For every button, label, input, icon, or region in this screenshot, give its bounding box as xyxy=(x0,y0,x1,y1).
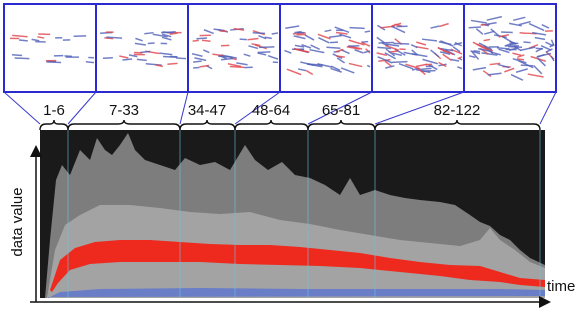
stroke xyxy=(349,28,364,29)
stroke xyxy=(86,62,94,63)
stroke xyxy=(176,58,186,59)
stroke xyxy=(46,62,61,63)
stroke xyxy=(240,39,247,40)
thumbnail-bg xyxy=(4,4,96,92)
range-label: 48-64 xyxy=(252,102,290,119)
stroke xyxy=(393,43,409,44)
stroke xyxy=(272,33,278,34)
thumbnail xyxy=(4,4,96,92)
stroke xyxy=(218,56,232,57)
stroke xyxy=(392,62,408,63)
range-label: 1-6 xyxy=(43,102,65,119)
thumbnail xyxy=(96,4,188,92)
thumbnail xyxy=(188,4,280,92)
stroke xyxy=(193,61,201,62)
stroke xyxy=(193,40,199,41)
stroke xyxy=(137,59,147,60)
stroke xyxy=(536,48,543,49)
stroke xyxy=(64,56,72,57)
stroke xyxy=(15,58,30,59)
stroke xyxy=(420,68,431,69)
stroke xyxy=(258,52,271,53)
range-braces xyxy=(40,120,540,130)
stroke xyxy=(469,27,481,28)
range-label: 82-122 xyxy=(434,102,481,119)
stroke xyxy=(202,40,211,41)
stroke xyxy=(508,47,522,48)
stroke xyxy=(523,42,530,43)
y-axis-label: data value xyxy=(9,187,26,256)
thumbnails xyxy=(4,4,556,92)
range-label: 34-47 xyxy=(188,102,226,119)
stroke xyxy=(148,43,155,44)
stroke xyxy=(123,59,133,60)
stroke xyxy=(379,42,394,43)
figure: data value time 1-6 7-33 34-47 48-64 65-81 82… xyxy=(0,0,577,314)
thumbnail-bg xyxy=(96,4,188,92)
x-axis-label: time xyxy=(547,278,575,295)
thumbnail xyxy=(372,4,464,92)
stroke xyxy=(326,47,340,48)
stroke xyxy=(167,63,177,64)
range-labels: 1-6 7-33 34-47 48-64 65-81 82-122 xyxy=(43,102,480,119)
thumbnail xyxy=(280,4,372,92)
stroke xyxy=(520,33,527,34)
stroke xyxy=(361,42,368,43)
range-label: 65-81 xyxy=(322,102,360,119)
stroke xyxy=(106,37,122,38)
stroke xyxy=(196,38,207,39)
thumbnail xyxy=(464,4,556,92)
stroke xyxy=(19,40,28,41)
stroke xyxy=(230,66,245,67)
stroke xyxy=(253,33,265,34)
stroke xyxy=(365,31,370,32)
stroke xyxy=(12,55,22,56)
range-label: 7-33 xyxy=(109,102,139,119)
